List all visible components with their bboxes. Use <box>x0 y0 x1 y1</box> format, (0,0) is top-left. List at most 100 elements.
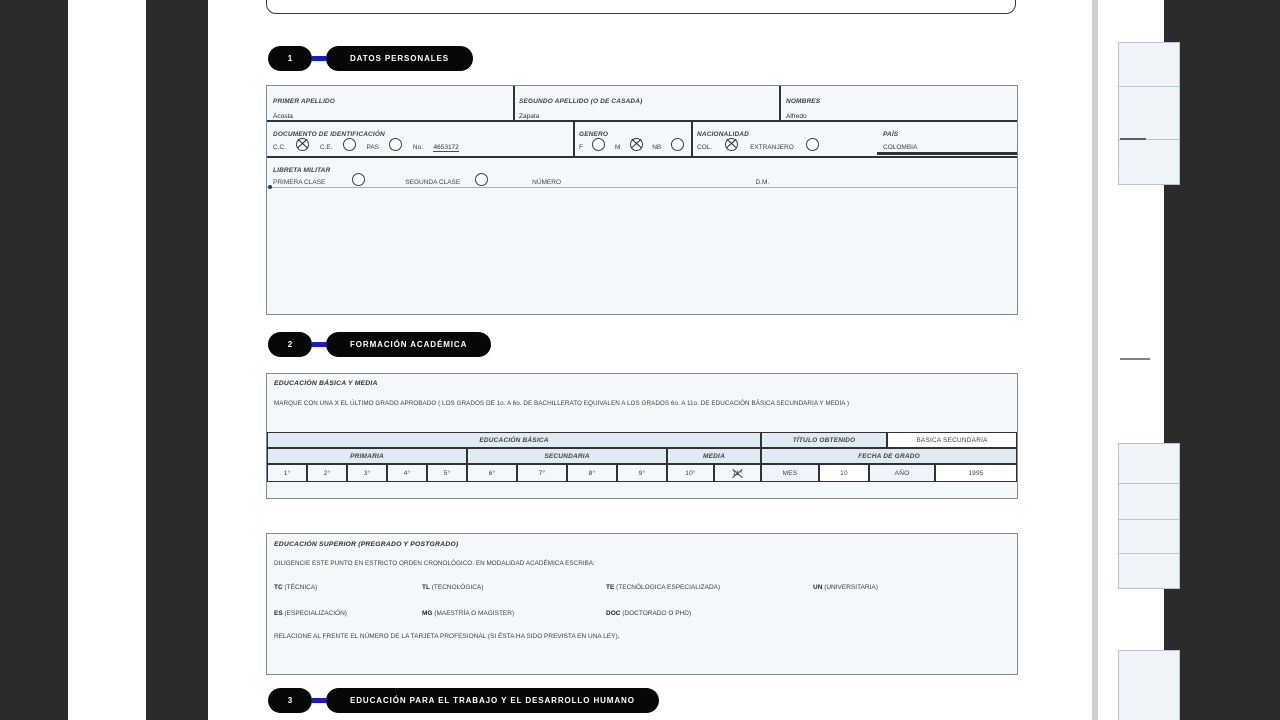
value-mes[interactable]: 10 <box>819 464 869 482</box>
instruction-marque-x: MARQUE CON UNA X EL ÚLTIMO GRADO APROBAD… <box>274 400 850 407</box>
section-connector <box>312 56 326 61</box>
grade-cell-5[interactable]: 5° <box>427 464 467 482</box>
code-mg: MG (MAESTRÍA O MAGISTER) <box>422 610 515 617</box>
label-genero: GENERO <box>579 131 609 138</box>
grade-cell-10[interactable]: 10° <box>667 464 714 482</box>
radio-primera-clase[interactable] <box>351 173 365 187</box>
section-header-educacion-trabajo[interactable]: 3 EDUCACIÓN PARA EL TRABAJO Y EL DESARRO… <box>268 688 659 713</box>
label-segunda-clase: SEGUNDA CLASE <box>405 179 461 186</box>
section-header-formacion-academica[interactable]: 2 FORMACIÓN ACADÉMICA <box>268 332 492 357</box>
label-mes: MES <box>761 464 819 482</box>
footnote-tarjeta-profesional: RELACIONE AL FRENTE EL NÚMERO DE LA TARJ… <box>274 633 620 640</box>
sliver-form-box <box>1118 519 1180 555</box>
label-nac-col: COL. <box>697 144 713 151</box>
label-nac-extranjero: EXTRANJERO <box>750 144 794 151</box>
value-nombres[interactable]: Alfredo <box>786 113 807 120</box>
section-number: 2 <box>268 332 312 357</box>
radio-ce[interactable] <box>343 138 357 152</box>
label-documento-identificacion: DOCUMENTO DE IDENTIFICACIÓN <box>273 131 385 138</box>
instruction-orden-cronologico: DILIGENCIE ESTE PUNTO EN ESTRICTO ORDEN … <box>274 560 595 567</box>
code-doc: DOC (DOCTORADO O PHD) <box>606 610 692 617</box>
value-anio[interactable]: 1995 <box>935 464 1017 482</box>
sliver-form-box <box>1118 42 1180 88</box>
header-primaria: PRIMARIA <box>267 448 467 464</box>
viewer-gutter-left <box>146 0 208 720</box>
sliver-form-box <box>1118 483 1180 521</box>
label-libreta-numero: NÚMERO <box>532 179 562 186</box>
section-title: FORMACIÓN ACADÉMICA <box>326 332 492 357</box>
grade-cell-11-marked[interactable]: 11° <box>714 464 761 482</box>
value-documento-numero[interactable]: 4653172 <box>433 144 459 152</box>
label-documento-numero: No. <box>412 144 424 151</box>
grade-cell-1[interactable]: 1° <box>267 464 307 482</box>
code-te: TE (TECNÓLOGICA ESPECIALIZADA) <box>606 584 721 591</box>
sliver-rule <box>1120 358 1150 360</box>
label-nombres: NOMBRES <box>786 98 821 105</box>
label-primera-clase: PRIMERA CLASE <box>273 179 326 186</box>
label-segundo-apellido: SEGUNDO APELLIDO (O DE CASADA) <box>519 98 643 105</box>
panel-educacion-superior: EDUCACIÓN SUPERIOR (PREGRADO Y POSTGRADO… <box>266 533 1018 675</box>
sliver-form-box <box>1118 553 1180 589</box>
label-anio: AÑO <box>869 464 935 482</box>
label-genero-nb: NB <box>652 144 662 151</box>
radio-pas[interactable] <box>389 138 403 152</box>
radio-genero-f[interactable] <box>592 138 606 152</box>
form-anchor-dot <box>268 185 272 189</box>
label-pas: PAS <box>366 144 379 151</box>
grade-cell-7[interactable]: 7° <box>517 464 567 482</box>
grade-cell-8[interactable]: 8° <box>567 464 617 482</box>
code-es: ES (ESPECIALIZACIÓN) <box>274 610 347 617</box>
section-number: 1 <box>268 46 312 71</box>
radio-genero-nb[interactable] <box>670 138 684 152</box>
grade-cell-6[interactable]: 6° <box>467 464 517 482</box>
sliver-form-box <box>1118 650 1180 720</box>
section-connector <box>312 342 326 347</box>
radio-segunda-clase[interactable] <box>474 173 488 187</box>
page-edge-shadow <box>1092 0 1098 720</box>
value-segundo-apellido[interactable]: Zapata <box>519 113 540 120</box>
section-number: 3 <box>268 688 312 713</box>
value-titulo-obtenido[interactable]: BASICA SECUNDARIA <box>887 432 1017 448</box>
radio-genero-m-checked[interactable] <box>629 138 643 152</box>
section-connector <box>312 698 326 703</box>
code-un: UN (UNIVERSITARIA) <box>813 584 878 591</box>
adjacent-page-left <box>68 0 146 720</box>
code-tc: TC (TÉCNICA) <box>274 584 318 591</box>
code-tl: TL (TECNOLÓGICA) <box>422 584 484 591</box>
radio-nacionalidad-col-checked[interactable] <box>724 138 738 152</box>
viewer-gutter-right <box>1164 0 1280 720</box>
panel-datos-personales: PRIMER APELLIDO Acosta SEGUNDO APELLIDO … <box>266 85 1018 315</box>
header-secundaria: SECUNDARIA <box>467 448 667 464</box>
grade-cell-2[interactable]: 2° <box>307 464 347 482</box>
form-header-card: libertad y Orden (Leyes 190 de 1995, 489… <box>266 0 1016 14</box>
grade-cell-4[interactable]: 4° <box>387 464 427 482</box>
title-educacion-basica-media: EDUCACIÓN BÁSICA Y MEDIA <box>274 380 378 387</box>
sliver-form-box <box>1118 140 1180 185</box>
label-ce: C.E. <box>319 144 333 151</box>
section-header-datos-personales[interactable]: 1 DATOS PERSONALES <box>268 46 474 71</box>
value-pais[interactable]: COLOMBIA <box>883 144 918 151</box>
label-cc: C.C. <box>273 144 286 151</box>
label-nacionalidad: NACIONALIDAD <box>697 131 749 138</box>
radio-cc-checked[interactable] <box>296 138 310 152</box>
section-title: DATOS PERSONALES <box>326 46 474 71</box>
label-genero-m: M <box>614 144 621 151</box>
header-titulo-obtenido: TÍTULO OBTENIDO <box>761 432 887 448</box>
label-pais: PAÍS <box>883 131 899 138</box>
label-genero-f: F <box>579 144 583 151</box>
sliver-rule <box>1120 138 1146 140</box>
label-libreta-militar: LIBRETA MILITAR <box>273 167 331 174</box>
title-educacion-superior: EDUCACIÓN SUPERIOR (PREGRADO Y POSTGRADO… <box>274 541 459 548</box>
label-distrito-militar: D.M. <box>755 179 770 186</box>
header-fecha-de-grado: FECHA DE GRADO <box>761 448 1017 464</box>
grade-cell-9[interactable]: 9° <box>617 464 667 482</box>
section-title: EDUCACIÓN PARA EL TRABAJO Y EL DESARROLL… <box>326 688 659 713</box>
grade-cell-3[interactable]: 3° <box>347 464 387 482</box>
radio-nacionalidad-extranjero[interactable] <box>806 138 820 152</box>
header-media: MEDIA <box>667 448 761 464</box>
sliver-form-box <box>1118 86 1180 140</box>
sliver-form-box <box>1118 443 1180 485</box>
panel-educacion-basica-media: EDUCACIÓN BÁSICA Y MEDIA MARQUE CON UNA … <box>266 373 1018 499</box>
value-primer-apellido[interactable]: Acosta <box>273 113 293 120</box>
